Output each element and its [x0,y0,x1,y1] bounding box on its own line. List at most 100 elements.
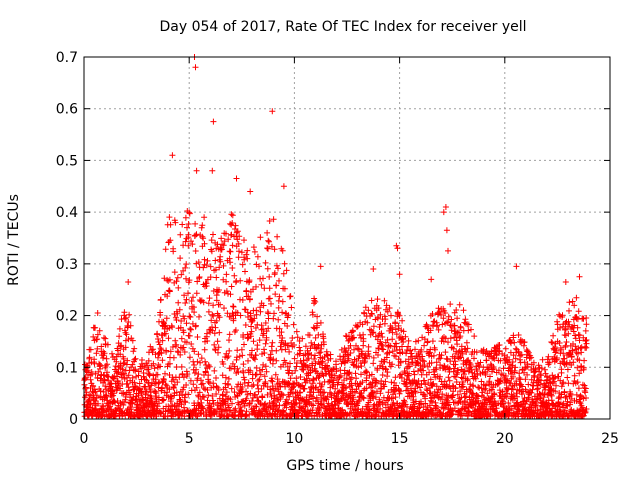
data-point [264,391,271,398]
data-point [472,375,479,382]
data-point [272,371,279,378]
data-point [201,256,208,263]
data-point [197,359,204,366]
data-point [236,248,242,255]
data-point [474,372,481,378]
data-point [415,378,422,384]
data-point [519,383,526,390]
data-point [242,322,249,328]
x-tick-label: 5 [185,431,194,447]
data-point [343,375,350,382]
data-point [386,349,393,356]
data-point [235,369,242,375]
data-point [229,265,236,271]
data-point [201,346,208,353]
data-point [389,361,396,368]
data-point [320,341,327,348]
data-point [157,296,164,303]
data-point [392,353,399,360]
data-point [414,359,421,366]
y-tick-label: 0 [69,412,78,428]
data-point [365,348,372,355]
data-point [384,336,391,343]
data-point [205,392,212,399]
data-point [282,359,289,366]
plot-frame [83,56,611,420]
data-point [445,401,452,408]
data-point [182,264,189,271]
data-point [196,313,202,320]
data-point [183,339,190,346]
data-point [473,349,480,356]
data-point [444,319,450,326]
data-point [216,314,223,321]
data-point [247,296,253,302]
data-point [205,372,212,379]
data-point [169,344,176,350]
data-point [449,411,456,418]
data-point [166,287,173,294]
data-point [556,340,563,346]
data-point [234,383,240,390]
data-point [358,363,365,370]
data-point [363,368,369,375]
data-point [391,388,398,395]
data-point [288,304,295,311]
data-point [228,283,235,290]
data-point [280,392,287,399]
data-point [435,326,442,333]
data-point [310,375,317,382]
data-point [270,216,277,223]
data-point [316,404,323,411]
data-point [325,400,332,407]
data-point [221,305,227,312]
data-point [116,325,123,332]
data-point [265,245,271,252]
data-point [258,386,265,392]
data-point [583,315,590,321]
data-point [316,406,323,413]
data-point [145,392,151,398]
data-point [400,328,407,335]
data-point [115,380,122,387]
data-point [519,391,525,398]
data-point [406,377,413,384]
data-point [156,400,162,407]
data-point [131,379,138,386]
data-point [173,317,180,323]
data-point [256,337,263,344]
data-point [312,298,319,305]
data-point [214,338,221,345]
data-point [283,267,290,274]
data-point [247,367,254,374]
data-point [331,390,338,397]
data-point [241,256,248,263]
data-points [81,54,590,420]
data-point [363,385,370,392]
data-point [240,361,247,368]
data-point [374,388,380,395]
data-point [235,240,242,247]
data-point [223,288,230,295]
data-point [157,410,164,417]
data-point [505,385,512,392]
data-point [243,287,250,294]
data-point [382,378,389,385]
data-point [576,273,583,280]
data-point [364,369,370,376]
data-point [388,312,394,319]
data-point [581,357,588,364]
data-point [210,313,217,319]
data-point [154,330,161,337]
data-point [524,371,531,378]
data-point [360,338,367,345]
data-point [341,397,348,404]
data-point [216,329,223,336]
data-point [385,343,392,350]
data-point [583,321,590,328]
data-point [532,365,539,372]
data-point [215,344,222,351]
data-point [510,334,517,341]
data-point [225,375,232,382]
data-point [230,315,237,322]
